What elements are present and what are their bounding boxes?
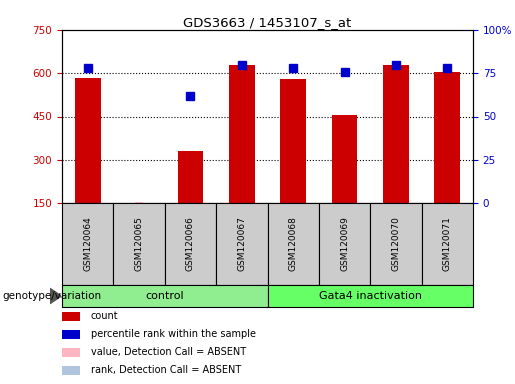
Bar (332, 115, 357, 203)
Bar (75, 78, 100, 203)
Text: GSM120069: GSM120069 (340, 217, 349, 271)
Text: GSM120065: GSM120065 (134, 217, 144, 271)
Text: GSM120068: GSM120068 (289, 217, 298, 271)
Bar (62, 311, 80, 321)
Text: control: control (145, 291, 184, 301)
Bar (62, 348, 80, 356)
Bar (165, 203, 216, 285)
Bar (267, 285, 473, 307)
Text: percentile rank within the sample: percentile rank within the sample (91, 329, 256, 339)
Bar (135, 202, 143, 203)
Polygon shape (50, 288, 61, 304)
Bar (62, 285, 267, 307)
Bar (62, 203, 113, 285)
Text: GSM120067: GSM120067 (237, 217, 246, 271)
Text: value, Detection Call = ABSENT: value, Detection Call = ABSENT (91, 347, 246, 357)
Text: GSM120064: GSM120064 (83, 217, 92, 271)
Text: GSM120071: GSM120071 (443, 217, 452, 271)
Bar (422, 203, 473, 285)
Text: rank, Detection Call = ABSENT: rank, Detection Call = ABSENT (91, 365, 241, 375)
Bar (383, 65, 409, 203)
Text: GSM120070: GSM120070 (391, 217, 401, 271)
Title: GDS3663 / 1453107_s_at: GDS3663 / 1453107_s_at (183, 16, 352, 29)
Bar (280, 79, 306, 203)
Bar (319, 203, 370, 285)
Text: GSM120066: GSM120066 (186, 217, 195, 271)
Bar (229, 65, 254, 203)
Text: Gata4 inactivation: Gata4 inactivation (319, 291, 422, 301)
Text: genotype/variation: genotype/variation (3, 291, 101, 301)
Bar (267, 203, 319, 285)
Bar (435, 72, 460, 203)
Bar (216, 203, 267, 285)
Bar (370, 203, 422, 285)
Bar (178, 151, 203, 203)
Bar (62, 366, 80, 374)
Text: count: count (91, 311, 118, 321)
Bar (62, 329, 80, 339)
Bar (113, 203, 165, 285)
